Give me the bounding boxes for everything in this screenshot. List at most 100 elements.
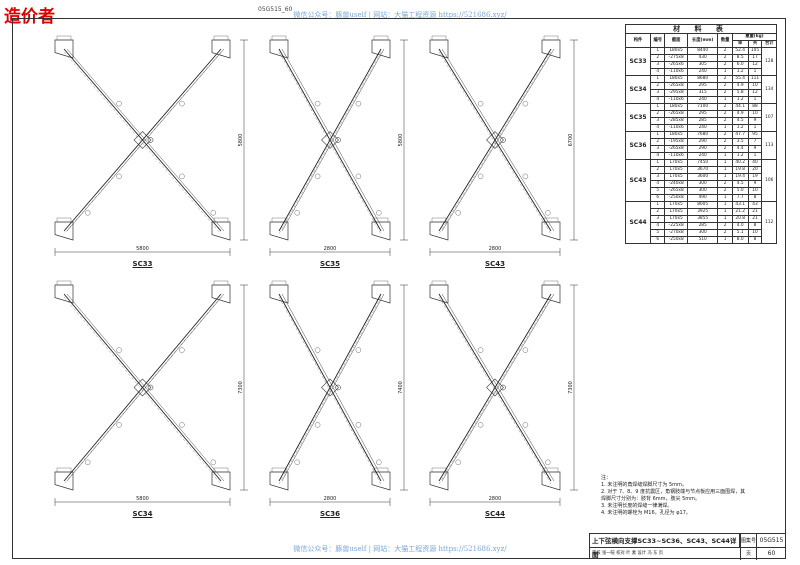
diagonal-member	[63, 293, 222, 482]
material-cell: 3	[650, 173, 666, 181]
callout-circle	[314, 422, 321, 428]
material-cell: L80x5	[664, 47, 688, 55]
material-cell: 240	[686, 68, 719, 76]
center-plate	[321, 131, 339, 149]
material-cell: -225x8	[664, 222, 688, 230]
material-cell: 8.0	[731, 236, 749, 244]
component-name: SC36	[624, 131, 652, 160]
material-cell: 6.0	[731, 61, 749, 69]
height-dimension: 7400	[398, 381, 404, 394]
material-cell: 2	[650, 166, 666, 174]
component-name: SC43	[624, 159, 652, 202]
note-line: 3. 未注明长度的焊缝一律满焊。	[601, 503, 673, 509]
material-row: SC36 1 L80x5 7680 2 47.7 95 113	[624, 131, 777, 160]
bracing-drawing-sc34: 5800 7300	[54, 280, 248, 506]
material-cell: 2	[650, 208, 666, 216]
material-cell: 1	[717, 68, 733, 76]
material-cell: 12	[747, 89, 763, 97]
material-cell: 2	[717, 180, 733, 188]
material-cell: 111	[747, 75, 763, 83]
material-cell: 300	[686, 180, 719, 188]
diagonal-member-edge	[441, 48, 555, 232]
material-cell: 1	[717, 124, 733, 132]
material-cell: 5.1	[731, 229, 749, 237]
callout-circle	[85, 210, 91, 216]
material-row: SC33 1 L80x5 8440 2 52.4 105 128	[624, 47, 777, 76]
material-cell: -250x8	[664, 194, 688, 202]
callout-circle	[294, 459, 300, 466]
callout-circle	[455, 210, 461, 216]
material-cell: 7680	[686, 131, 719, 139]
component-total: 128	[761, 47, 777, 76]
material-cell: -265x8	[664, 187, 688, 195]
note-line: 4. 未注明的螺栓为 M16，孔径为 φ17。	[601, 510, 691, 516]
note-line: 焊脚尺寸分别为：肢背 6mm，肢尖 5mm。	[601, 496, 701, 502]
material-cell: 1	[650, 47, 666, 55]
bolt-strip	[431, 217, 447, 223]
material-cell: 2	[717, 110, 733, 118]
material-cell: 40.2	[731, 159, 749, 167]
drawing-title: 上下弦横向支撑SC33~SC36、SC43、SC44详图	[590, 534, 740, 559]
drawing-label: SC36	[320, 510, 340, 518]
material-cell: 4	[650, 222, 666, 230]
material-cell: 2	[717, 145, 733, 153]
width-dimension: 2800	[489, 246, 502, 252]
material-cell: 8	[747, 236, 763, 244]
callout-circle	[314, 173, 321, 180]
height-dimension: 6700	[568, 134, 574, 147]
diagonal-member	[438, 293, 552, 482]
center-plate	[133, 378, 152, 397]
material-cell: -270x8	[664, 229, 688, 237]
page-label: 页	[740, 548, 756, 560]
diagonal-member-hidden	[63, 296, 222, 485]
callout-circle	[314, 100, 321, 107]
callout-circle	[116, 100, 122, 107]
material-cell: 3	[650, 89, 666, 97]
material-cell: 9	[747, 117, 763, 125]
material-cell: 20	[747, 166, 763, 174]
callout-circle	[210, 210, 217, 216]
drawing-label: SC33	[132, 260, 153, 268]
header-component: 构件	[624, 33, 652, 48]
callout-circle	[477, 100, 484, 107]
header-each: 单	[731, 40, 749, 48]
material-cell: 5	[650, 187, 666, 195]
callout-circle	[179, 347, 185, 353]
material-cell: L80x5	[664, 75, 688, 83]
bolt-strip	[271, 217, 287, 223]
material-cell: 95	[747, 131, 763, 139]
diagonal-member-edge	[281, 48, 385, 232]
material-cell: 5.8	[731, 89, 749, 97]
material-row: 6 -250x8 510 1 8.0 8	[626, 236, 777, 244]
drawing-label: SC34	[132, 510, 153, 518]
material-row: 3 -265x6 305 2 6.0 12	[626, 61, 777, 69]
material-cell: 3	[650, 61, 666, 69]
material-cell: 1	[747, 68, 763, 76]
bolt-strip	[271, 467, 287, 473]
material-cell: 285	[686, 222, 719, 230]
bolt-strip	[271, 280, 287, 286]
material-cell: 2	[650, 82, 666, 90]
bolt-strip	[431, 280, 447, 286]
bolt-strip	[213, 35, 229, 41]
sign-row: 审核 张一暄 校对 叶 素 设计 冯 东 页	[592, 551, 664, 556]
material-cell: 1	[717, 173, 733, 181]
material-cell: -295x8	[664, 89, 688, 97]
material-cell: 105	[747, 47, 763, 55]
width-dimension: 5800	[136, 496, 149, 502]
material-cell: 4.0	[731, 222, 749, 230]
material-cell: 3925	[686, 208, 719, 216]
center-plate	[133, 131, 152, 149]
material-cell: 1	[717, 166, 733, 174]
material-cell: -265x8	[664, 110, 688, 118]
material-cell: -285x8	[664, 117, 688, 125]
material-cell: 2	[650, 54, 666, 62]
brand-logo: 造价者	[4, 7, 55, 27]
material-cell: 43.1	[731, 201, 749, 209]
material-cell: 21	[747, 215, 763, 223]
material-cell: 1	[717, 201, 733, 209]
height-dimension: 5800	[238, 134, 244, 147]
diagonal-member-hidden	[438, 296, 552, 485]
drawing-label: SC43	[485, 260, 505, 268]
material-cell: 1	[717, 194, 733, 202]
